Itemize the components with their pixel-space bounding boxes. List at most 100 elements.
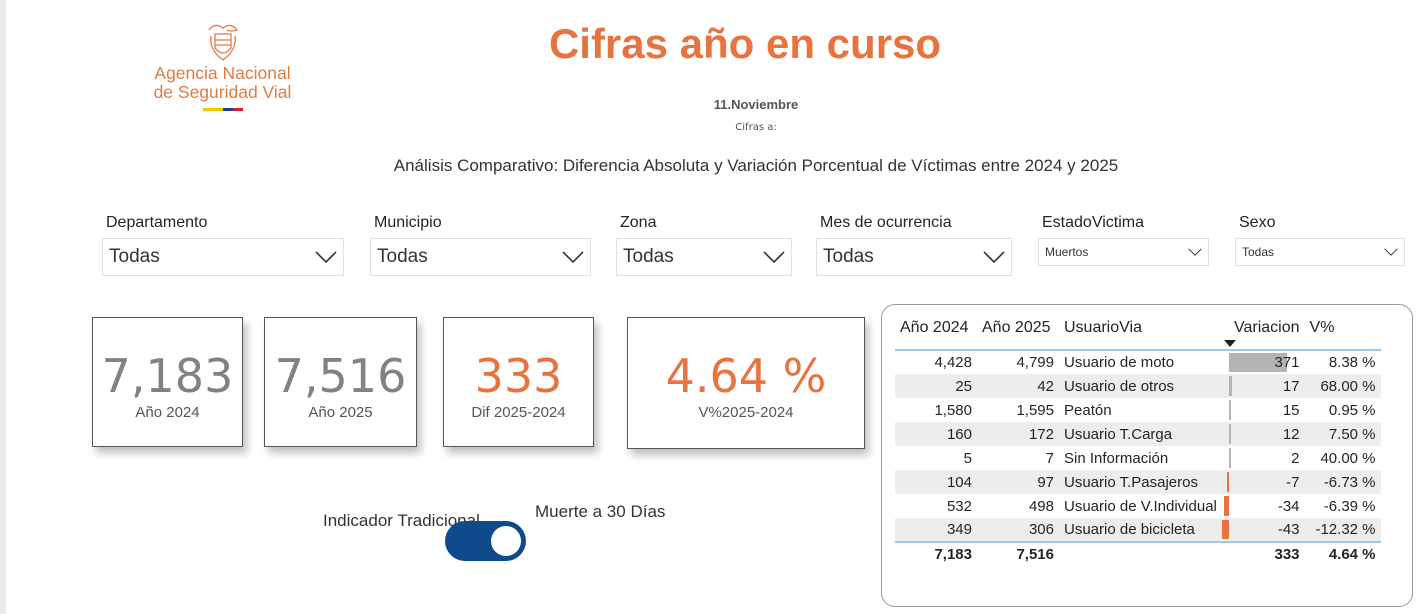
chevron-down-icon[interactable] (763, 251, 785, 263)
filter-value: Todas (109, 246, 160, 267)
cell-vp: -6.39 % (1323, 497, 1376, 515)
cell-2025: 97 (977, 470, 1059, 494)
page-edge (0, 0, 6, 614)
table-row[interactable]: 1,580 1,595 Peatón 15 0.95 % (895, 398, 1381, 422)
col-usuariovia[interactable]: UsuarioVia (1064, 319, 1142, 336)
variation-value: 15 (1282, 401, 1300, 419)
table-row[interactable]: 349 306 Usuario de bicicleta -43 -12.32 … (895, 518, 1381, 542)
card-2025: 7,516 Año 2025 (264, 317, 417, 447)
filter-label: Municipio (374, 214, 442, 231)
cell-usuario: Usuario T.Pasajeros (1059, 470, 1229, 494)
table-header: Año 2024 Año 2025 UsuarioVia Variacion V… (895, 319, 1381, 350)
comparison-table: Año 2024 Año 2025 UsuarioVia Variacion V… (881, 304, 1413, 607)
variation-bar (1227, 472, 1229, 492)
filter-dropdown[interactable]: Todas (1235, 238, 1405, 266)
logo-line2: de Seguridad Vial (153, 82, 292, 102)
filter-dropdown[interactable]: Muertos (1038, 238, 1209, 266)
card-value: 7,516 (274, 349, 407, 403)
filter-zona: Zona Todas (616, 214, 792, 276)
chevron-down-icon[interactable] (1384, 248, 1398, 256)
chevron-down-icon[interactable] (562, 251, 584, 263)
card-value: 4.64 % (665, 349, 827, 403)
cell-variacion: 12 (1229, 422, 1305, 446)
cell-variacion: 17 (1229, 374, 1305, 398)
cell-2025: 172 (977, 422, 1059, 446)
table-row[interactable]: 160 172 Usuario T.Carga 12 7.50 % (895, 422, 1381, 446)
variation-bar (1223, 496, 1229, 516)
filter-label: EstadoVictima (1042, 214, 1144, 231)
filter-label: Sexo (1239, 214, 1276, 231)
chevron-down-icon[interactable] (315, 251, 337, 263)
chevron-down-icon[interactable] (983, 251, 1005, 263)
filter-sexo: Sexo Todas (1235, 214, 1405, 266)
variation-value: 2 (1291, 449, 1300, 467)
filter-value: Todas (823, 246, 874, 267)
cell-2024: 5 (963, 449, 972, 467)
card-value: 7,183 (101, 349, 234, 403)
agency-logo: Agencia Nacional de Seguridad Vial (140, 20, 305, 111)
filter-dropdown[interactable]: Todas (102, 238, 344, 276)
cell-usuario: Usuario de bicicleta (1059, 518, 1229, 542)
date-label: 11.Noviembre (713, 97, 799, 112)
sort-desc-icon[interactable] (1224, 340, 1236, 347)
filter-value: Muertos (1045, 245, 1089, 259)
toggle-left-label: Indicador Tradicional (323, 511, 480, 530)
cell-2024: 160 (895, 422, 977, 446)
cell-2024: 1,580 (934, 401, 972, 419)
filter-dropdown[interactable]: Todas (616, 238, 792, 276)
table-row[interactable]: 25 42 Usuario de otros 17 68.00 % (895, 374, 1381, 398)
col-variacion[interactable]: Variacion (1234, 319, 1300, 336)
cell-2025: 4,799 (1016, 354, 1054, 371)
cell-variacion: -34 (1223, 494, 1305, 518)
indicator-toggle[interactable] (445, 521, 526, 561)
cell-usuario: Usuario de V.Individual (1064, 497, 1217, 515)
total-vp: 4.64 % (1328, 546, 1376, 563)
cell-vp: -12.32 % (1304, 518, 1381, 542)
cell-2024: 104 (895, 470, 977, 494)
table-row[interactable]: 4,428 4,799 Usuario de moto 371 8.38 % (895, 350, 1381, 374)
filter-municipio: Municipio Todas (370, 214, 591, 276)
cell-vp: -6.73 % (1304, 470, 1381, 494)
card-label: Año 2024 (135, 404, 200, 421)
toggle-right-label: Muerte a 30 Días (535, 502, 666, 521)
cell-vp: 7.50 % (1304, 422, 1381, 446)
variation-value: 17 (1282, 377, 1300, 395)
total-variacion: 333 (1274, 546, 1300, 563)
card-value: 333 (474, 349, 563, 403)
filter-dropdown[interactable]: Todas (370, 238, 591, 276)
cell-usuario: Sin Información (1064, 449, 1169, 467)
col-2025[interactable]: Año 2025 (982, 319, 1051, 336)
filter-label: Departamento (106, 214, 208, 231)
variation-value: 12 (1282, 425, 1300, 443)
card-label: Año 2025 (308, 404, 373, 421)
cell-vp: 68.00 % (1304, 374, 1381, 398)
toggle-knob[interactable] (491, 526, 521, 556)
logo-line1: Agencia Nacional (154, 63, 291, 83)
col-vp[interactable]: V% (1309, 319, 1335, 336)
cell-variacion: -7 (1227, 470, 1305, 494)
cell-variacion: -43 (1222, 518, 1305, 542)
page-title: Cifras año en curso (548, 20, 942, 67)
chevron-down-icon[interactable] (1188, 248, 1202, 256)
variation-value: 371 (1274, 354, 1300, 371)
cell-2025: 42 (977, 374, 1059, 398)
flag-stripe (140, 108, 305, 111)
filter-value: Todas (377, 246, 428, 267)
card-2024: 7,183 Año 2024 (92, 317, 243, 447)
variation-value: -43 (1277, 521, 1300, 538)
variation-bar (1229, 376, 1232, 396)
col-2024[interactable]: Año 2024 (900, 319, 969, 336)
filter-dropdown[interactable]: Todas (816, 238, 1012, 276)
filter-value: Todas (1242, 245, 1275, 259)
variation-bar (1222, 520, 1229, 539)
table-row[interactable]: 532 498 Usuario de V.Individual -34 -6.3… (895, 494, 1381, 518)
table-row[interactable]: 104 97 Usuario T.Pasajeros -7 -6.73 % (895, 470, 1381, 494)
cell-2024: 25 (895, 374, 977, 398)
cell-2025: 498 (1028, 497, 1054, 515)
filter-mes-de-ocurrencia: Mes de ocurrencia Todas (816, 214, 1012, 276)
coat-of-arms-icon (207, 24, 238, 61)
filter-label: Zona (620, 214, 657, 231)
cell-variacion: 2 (1229, 446, 1305, 470)
cifras-label: Cifras a: (735, 122, 777, 133)
table-row[interactable]: 5 7 Sin Información 2 40.00 % (895, 446, 1381, 470)
